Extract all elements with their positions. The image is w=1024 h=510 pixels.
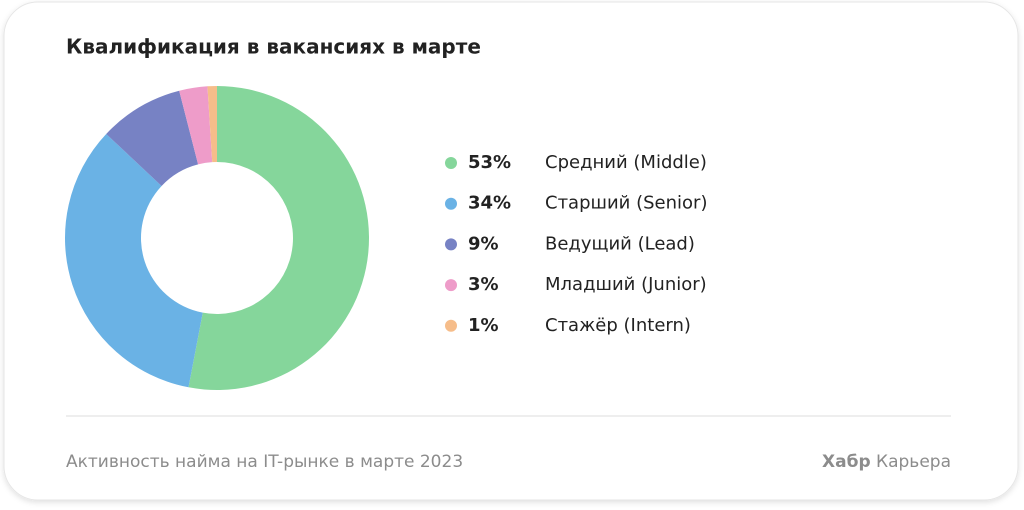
legend-value: 9% — [468, 233, 499, 254]
slice — [179, 86, 213, 165]
legend-swatch — [445, 157, 457, 169]
legend-value: 34% — [468, 193, 511, 214]
legend-swatch — [445, 319, 457, 332]
legend-swatch — [445, 279, 457, 292]
brand-suffix: Карьера — [876, 452, 951, 472]
legend-label: Ведущий (Lead) — [545, 233, 695, 254]
legend-label: Младший (Junior) — [545, 274, 707, 295]
footer-caption: Активность найма на IT-рынке в марте 202… — [66, 452, 463, 472]
legend-value: 1% — [468, 315, 499, 336]
legend-label: Средний (Middle) — [545, 152, 707, 173]
legend-value: 53% — [468, 152, 511, 173]
legend-swatch — [445, 197, 457, 210]
footer-brand: Хабр Карьера — [822, 452, 951, 472]
slice — [188, 85, 370, 391]
legend-value: 3% — [468, 274, 499, 295]
legend-label: Стажёр (Intern) — [545, 315, 691, 336]
slice — [207, 86, 217, 163]
card-background — [3, 1, 1019, 501]
slice — [106, 90, 199, 186]
slice — [64, 133, 203, 388]
brand-name: Хабр — [822, 452, 871, 472]
chart-title: Квалификация в вакансиях в марте — [66, 35, 481, 59]
legend-label: Старший (Senior) — [545, 193, 707, 214]
legend-swatch — [445, 238, 457, 251]
